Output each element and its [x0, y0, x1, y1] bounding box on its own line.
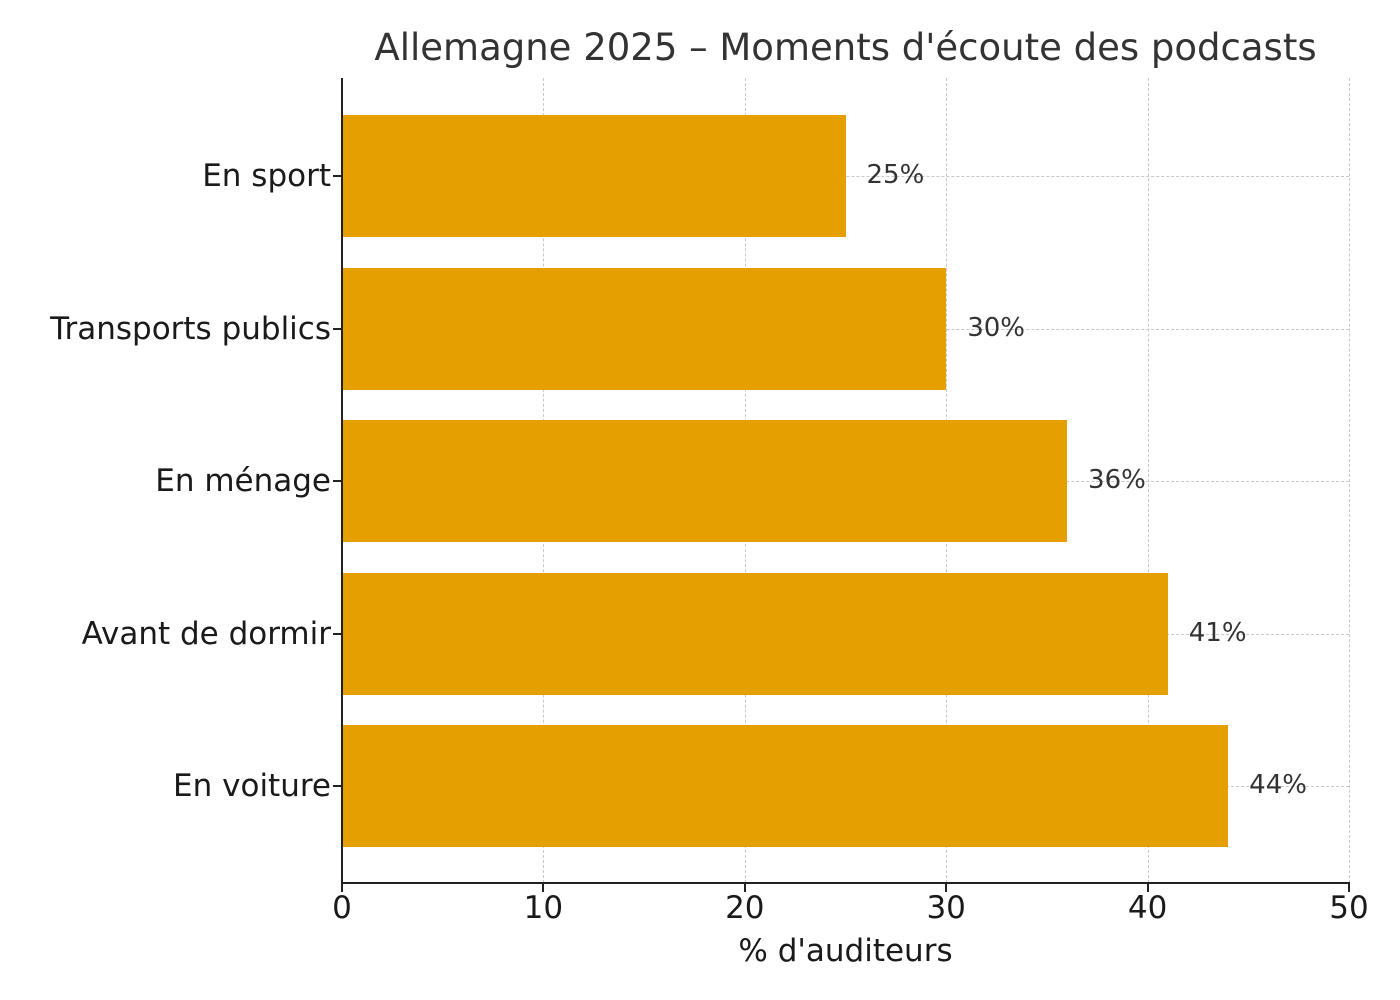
y-axis-line — [341, 78, 343, 884]
x-axis-line — [341, 882, 1350, 884]
bar — [342, 572, 1168, 695]
y-tick-label: Transports publics — [50, 310, 331, 347]
y-tick — [333, 175, 342, 177]
x-tick — [945, 883, 948, 892]
y-tick — [333, 785, 342, 787]
bar-value-label: 30% — [967, 312, 1025, 343]
y-tick-label: Avant de dormir — [81, 615, 331, 652]
bar — [342, 267, 947, 390]
bar-value-label: 41% — [1188, 617, 1247, 648]
x-tick — [341, 883, 343, 892]
plot-area: 25% 30% 36% 41% 44% — [342, 78, 1350, 883]
x-tick-label: 40 — [1127, 890, 1168, 926]
bar — [342, 725, 1229, 847]
y-gridline — [342, 176, 1349, 177]
x-tick — [1348, 883, 1350, 892]
y-tick-label: En sport — [202, 158, 331, 194]
x-axis-title: % d'auditeurs — [738, 933, 953, 969]
x-tick — [1146, 883, 1149, 892]
x-tick-label: 20 — [725, 890, 765, 926]
chart-title: Allemagne 2025 – Moments d'écoute des po… — [374, 26, 1317, 69]
x-tick — [542, 883, 545, 892]
x-tick-label: 50 — [1329, 890, 1369, 926]
y-tick — [333, 632, 342, 635]
bar-value-label: 25% — [866, 160, 925, 190]
y-tick — [333, 327, 342, 330]
bar-value-label: 44% — [1249, 770, 1307, 800]
x-tick — [743, 883, 746, 892]
x-gridline — [1349, 78, 1350, 883]
x-tick-label: 0 — [332, 890, 352, 926]
x-gridline — [1147, 78, 1149, 883]
x-tick-label: 30 — [926, 890, 966, 926]
bar-value-label: 36% — [1088, 465, 1146, 495]
y-tick-label: En voiture — [173, 768, 331, 804]
y-tick-label: En ménage — [155, 463, 331, 499]
bar — [342, 420, 1068, 542]
x-tick-label: 10 — [523, 890, 564, 926]
y-tick — [333, 480, 342, 482]
bar — [342, 115, 846, 237]
